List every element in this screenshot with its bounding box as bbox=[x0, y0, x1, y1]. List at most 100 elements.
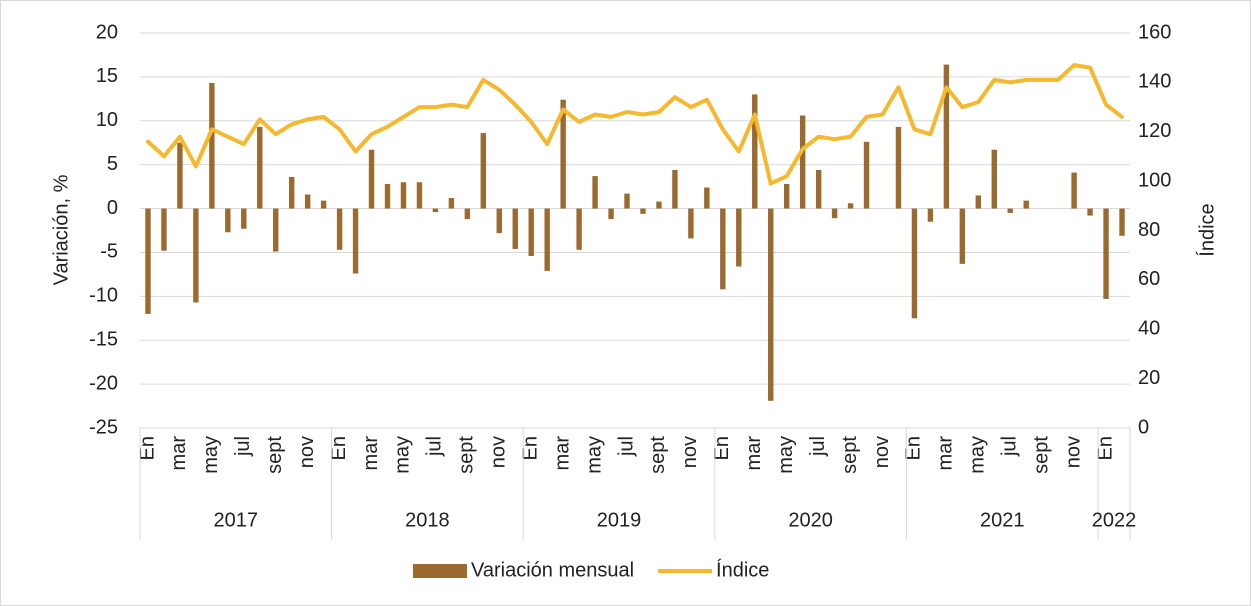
y-tick-label: 15 bbox=[96, 65, 118, 87]
bar bbox=[177, 142, 183, 209]
x-tick-label: En bbox=[1094, 436, 1116, 460]
group-label: 2022 bbox=[1092, 509, 1137, 531]
bar bbox=[624, 193, 630, 209]
y2-tick-label: 60 bbox=[1138, 268, 1160, 290]
bar bbox=[783, 183, 790, 209]
y2-tick-label: 0 bbox=[1138, 416, 1149, 438]
x-tick-label: En bbox=[328, 436, 350, 460]
x-tick-label: sept bbox=[264, 436, 286, 474]
bar bbox=[975, 195, 982, 209]
bar bbox=[225, 208, 231, 233]
bar bbox=[384, 183, 391, 209]
x-tick-label: nov bbox=[1062, 436, 1084, 468]
x-tick-label: jul bbox=[999, 436, 1021, 457]
y2-tick-label: 40 bbox=[1138, 318, 1160, 340]
x-tick-label: sept bbox=[1030, 436, 1052, 474]
group-label: 2018 bbox=[405, 509, 450, 531]
bar bbox=[512, 208, 518, 249]
bar bbox=[416, 182, 423, 209]
bar bbox=[895, 126, 902, 209]
x-tick-label: nov bbox=[296, 436, 318, 468]
x-tick-label: jul bbox=[424, 436, 446, 457]
bar bbox=[592, 176, 598, 209]
bar bbox=[863, 141, 870, 209]
bar bbox=[943, 64, 950, 209]
x-tick-label: may bbox=[967, 436, 989, 474]
x-tick-label: may bbox=[775, 436, 797, 474]
x-tick-label: jul bbox=[232, 436, 254, 457]
y2-axis-title: Índice bbox=[1195, 203, 1218, 256]
bar bbox=[560, 99, 566, 209]
bar bbox=[145, 208, 151, 314]
bar bbox=[640, 208, 646, 214]
x-tick-label: jul bbox=[807, 436, 829, 457]
bar bbox=[496, 208, 502, 234]
y-tick-label: -20 bbox=[89, 372, 118, 394]
bar bbox=[911, 208, 918, 319]
bar bbox=[448, 198, 455, 209]
x-tick-label: may bbox=[392, 436, 414, 474]
legend-label: Variación mensual bbox=[471, 559, 634, 581]
bar bbox=[1071, 172, 1077, 209]
y-axis-title: Variación, % bbox=[50, 174, 72, 285]
y2-tick-label: 160 bbox=[1138, 21, 1171, 43]
group-label: 2019 bbox=[597, 509, 642, 531]
x-tick-label: mar bbox=[551, 436, 573, 471]
x-tick-label: En bbox=[903, 436, 925, 460]
y2-tick-label: 80 bbox=[1138, 219, 1160, 241]
y-tick-label: -15 bbox=[89, 329, 118, 351]
x-tick-label: nov bbox=[871, 436, 893, 468]
y2-tick-label: 120 bbox=[1138, 120, 1171, 142]
bar bbox=[831, 208, 838, 219]
bar bbox=[432, 208, 439, 213]
bar bbox=[1087, 208, 1093, 216]
bar bbox=[209, 83, 215, 209]
bar bbox=[368, 149, 375, 209]
bar bbox=[528, 208, 534, 256]
x-tick-label: mar bbox=[743, 436, 765, 471]
x-tick-label: jul bbox=[615, 436, 637, 457]
x-tick-label: nov bbox=[488, 436, 510, 468]
x-tick-label: sept bbox=[456, 436, 478, 474]
line bbox=[146, 63, 1124, 186]
y-tick-label: 5 bbox=[107, 153, 118, 175]
y2-tick-label: 20 bbox=[1138, 367, 1160, 389]
bar bbox=[720, 208, 726, 290]
bar bbox=[768, 208, 774, 401]
bar bbox=[320, 200, 327, 209]
bar bbox=[799, 115, 806, 209]
x-tick-label: nov bbox=[679, 436, 701, 468]
x-tick-label: may bbox=[583, 436, 605, 474]
bar bbox=[336, 208, 343, 250]
bar bbox=[1103, 208, 1109, 299]
bar bbox=[161, 208, 167, 251]
bar bbox=[736, 208, 742, 267]
y2-tick-label: 140 bbox=[1138, 71, 1171, 93]
group-label: 2020 bbox=[788, 509, 833, 531]
bar bbox=[847, 203, 854, 209]
x-tick-label: may bbox=[200, 436, 222, 474]
x-tick-label: En bbox=[711, 436, 733, 460]
bar bbox=[752, 94, 758, 209]
x-tick-label: sept bbox=[839, 436, 861, 474]
y-tick-label: -10 bbox=[89, 285, 118, 307]
y-tick-label: -5 bbox=[100, 241, 118, 263]
y2-tick-label: 100 bbox=[1138, 169, 1171, 191]
x-tick-label: sept bbox=[647, 436, 669, 474]
bar bbox=[257, 126, 263, 209]
bar bbox=[704, 187, 710, 209]
bar bbox=[815, 169, 822, 209]
bar bbox=[1119, 208, 1125, 236]
bar bbox=[608, 208, 614, 220]
bar bbox=[193, 208, 199, 303]
bar bbox=[1007, 208, 1013, 213]
bar bbox=[304, 194, 311, 209]
bar bbox=[656, 201, 662, 209]
bar bbox=[273, 208, 279, 252]
bar bbox=[241, 208, 247, 229]
bar bbox=[352, 208, 359, 274]
bar bbox=[464, 208, 471, 220]
